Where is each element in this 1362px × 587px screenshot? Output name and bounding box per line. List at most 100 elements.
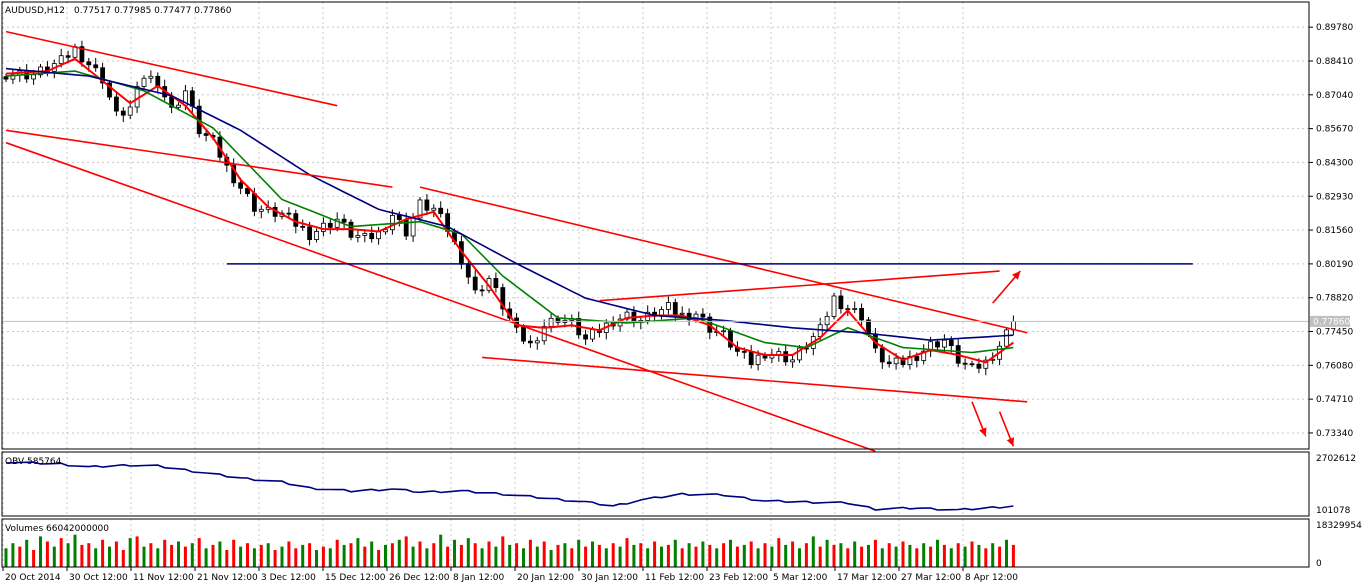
volume-bar [259,544,263,567]
candle-body [479,289,485,292]
candle-body [203,133,209,136]
x-tick-label: 3 Dec 12:00 [261,573,316,583]
candle-body [189,90,195,107]
candle-body [900,357,906,365]
volume-bar [446,546,450,567]
volume-bar [646,548,650,567]
candle-body [31,74,37,80]
obv-panel [2,452,1309,516]
volume-bar [397,539,401,567]
candle-body [341,218,347,223]
volume-bar [729,539,732,567]
volume-bar [170,544,174,567]
candle-body [410,217,416,237]
candle-body [376,231,382,240]
candle-body [417,199,423,219]
volume-bar [867,544,870,567]
candle-body [914,356,920,361]
volume-bar [411,546,415,567]
volume-bar [73,534,77,567]
volume-bar [535,546,539,567]
volume-panel-frame [1,518,1310,568]
volume-bar [453,539,456,567]
volume-bar [832,544,836,567]
y-tick-label: 0.84300 [1316,158,1353,168]
arrow-head [1006,437,1015,447]
candle-body [624,311,630,320]
candle-body [251,193,257,212]
volume-bar [998,546,1002,567]
volume-bar [922,543,926,567]
volume-bar [625,538,629,567]
volume-bar [425,548,429,567]
y-tick-label: 0.88410 [1316,57,1353,67]
volume-bar [949,548,953,567]
volume-bar [591,541,594,567]
trendline [599,270,1000,302]
candle-body [962,362,968,365]
volume-bar [597,544,601,567]
volume-bar [94,548,98,567]
volume-bar [853,541,857,567]
volume-bar [715,548,719,567]
volume-bar [956,543,960,567]
obv-panel-frame [1,451,1310,517]
volume-bar [887,543,891,567]
volume-bar [977,544,981,567]
volume-bar [135,536,139,567]
y-tick-label: 0.89780 [1316,23,1353,33]
moving-average-line [5,70,1014,354]
volume-bar [556,544,560,567]
main-panel-frame [1,1,1310,450]
candle-body [700,313,706,318]
volume-bar [791,541,795,567]
last-price-text: 0.77860 [1313,317,1350,327]
obv-tick-label: 101078 [1316,506,1351,516]
candle-body [245,187,250,195]
volume-bar [121,550,125,567]
candle-body [893,357,899,365]
volume-bar [190,543,194,567]
volume-bar [163,539,167,567]
volume-bar [528,539,532,567]
volume-bar [232,539,236,567]
candle-body [327,222,333,228]
y-tick-label: 0.87040 [1316,91,1353,101]
volume-bar [784,544,788,567]
candle-body [721,330,726,333]
volume-bar [18,546,22,567]
candle-body [355,234,361,238]
volume-bar [356,538,360,567]
volume-bar [87,543,91,567]
volume-bar [742,544,746,567]
x-tick-label: 17 Mar 12:00 [837,573,897,583]
x-tick-label: 30 Jan 12:00 [581,573,638,583]
y-tick-label: 0.81560 [1316,226,1353,236]
volume-bar [584,546,588,567]
volume-bar [487,541,491,567]
volume-bar [873,539,877,567]
candle-body [783,351,789,363]
candle-body [369,232,375,240]
volume-bar [363,546,367,567]
candle-body [590,329,595,340]
volume-bar [225,550,229,567]
volume-tick-label: 183299544200 [1316,521,1362,531]
volume-bar [211,544,215,567]
volume-bar [11,543,15,567]
volume-bar [101,539,105,567]
volume-bar [218,541,222,567]
candle-body [493,278,499,288]
x-tick-label: 20 Jan 12:00 [517,573,574,583]
volume-bar [880,548,884,567]
volume-bar [377,550,381,567]
volume-bar [108,546,111,567]
candle-body [141,77,147,87]
candle-body [58,55,64,64]
volume-bar [1011,544,1015,567]
volume-bar [432,543,436,567]
volume-bar [970,541,974,567]
volume-bar [687,543,691,567]
ohlc-label: 0.77517 0.77985 0.77477 0.77860 [74,6,232,16]
volume-bar [522,548,525,567]
